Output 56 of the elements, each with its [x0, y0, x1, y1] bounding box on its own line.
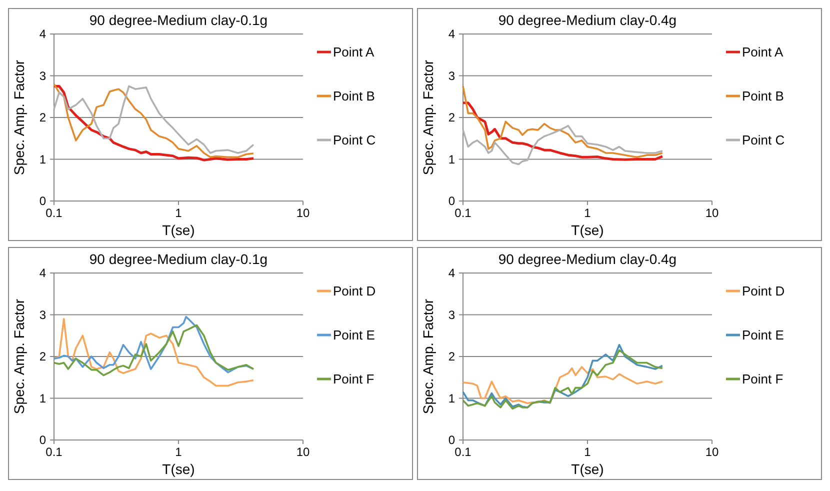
legend-label: Point D	[742, 284, 785, 299]
legend-label: Point F	[742, 372, 784, 387]
y-axis-title: Spec. Amp. Factor	[11, 298, 27, 414]
chart-title: 90 degree-Medium clay-0.4g	[498, 251, 677, 267]
legend-label: Point E	[742, 328, 784, 343]
y-tick-label: 2	[39, 110, 46, 125]
legend-label: Point E	[333, 328, 376, 343]
x-tick-label: 1	[584, 206, 592, 220]
y-axis-title: Spec. Amp. Factor	[420, 298, 436, 414]
y-tick-label: 4	[448, 27, 456, 42]
y-tick-label: 3	[39, 308, 46, 322]
y-tick-label: 4	[39, 266, 46, 280]
y-axis-title: Spec. Amp. Factor	[420, 60, 436, 176]
x-tick-label: 10	[705, 445, 719, 459]
x-tick-label: 1	[584, 445, 592, 459]
x-tick-label: 1	[175, 206, 182, 220]
x-tick-label: 0.1	[46, 206, 63, 220]
x-tick-label: 1	[175, 445, 182, 459]
y-tick-label: 0	[39, 194, 46, 208]
y-tick-label: 3	[39, 68, 46, 83]
chart-title: 90 degree-Medium clay-0.4g	[498, 12, 677, 28]
y-tick-label: 4	[448, 266, 456, 280]
y-tick-label: 1	[39, 152, 46, 166]
legend-label: Point B	[333, 88, 375, 104]
legend-label: Point F	[333, 372, 374, 387]
x-tick-label: 10	[296, 445, 310, 459]
y-tick-label: 4	[39, 27, 46, 42]
y-tick-label: 1	[39, 391, 46, 406]
legend-label: Point B	[742, 88, 784, 104]
x-axis-title: T(se)	[571, 461, 604, 477]
x-axis-title: T(se)	[571, 222, 604, 238]
legend-label: Point C	[742, 132, 785, 148]
x-tick-label: 10	[296, 206, 310, 220]
x-tick-label: 0.1	[46, 445, 63, 459]
x-tick-label: 10	[705, 206, 719, 220]
y-tick-label: 0	[39, 433, 46, 448]
y-tick-label: 1	[448, 152, 456, 166]
y-tick-label: 2	[448, 110, 456, 125]
y-tick-label: 2	[39, 350, 46, 364]
y-tick-label: 1	[448, 391, 456, 406]
legend-label: Point C	[333, 132, 376, 148]
y-tick-label: 0	[448, 194, 456, 208]
y-tick-label: 3	[448, 308, 456, 322]
legend-label: Point A	[333, 44, 375, 60]
y-tick-label: 2	[448, 350, 456, 364]
chart-title: 90 degree-Medium clay-0.1g	[89, 251, 268, 267]
y-tick-label: 3	[448, 68, 456, 83]
x-tick-label: 0.1	[454, 206, 472, 220]
legend-label: Point A	[742, 44, 784, 60]
y-axis-title: Spec. Amp. Factor	[11, 60, 27, 176]
chart-title: 90 degree-Medium clay-0.1g	[89, 12, 268, 28]
legend-label: Point D	[333, 284, 376, 299]
x-axis-title: T(se)	[162, 222, 195, 238]
x-axis-title: T(se)	[162, 461, 195, 477]
y-tick-label: 0	[448, 433, 456, 448]
x-tick-label: 0.1	[454, 445, 472, 459]
